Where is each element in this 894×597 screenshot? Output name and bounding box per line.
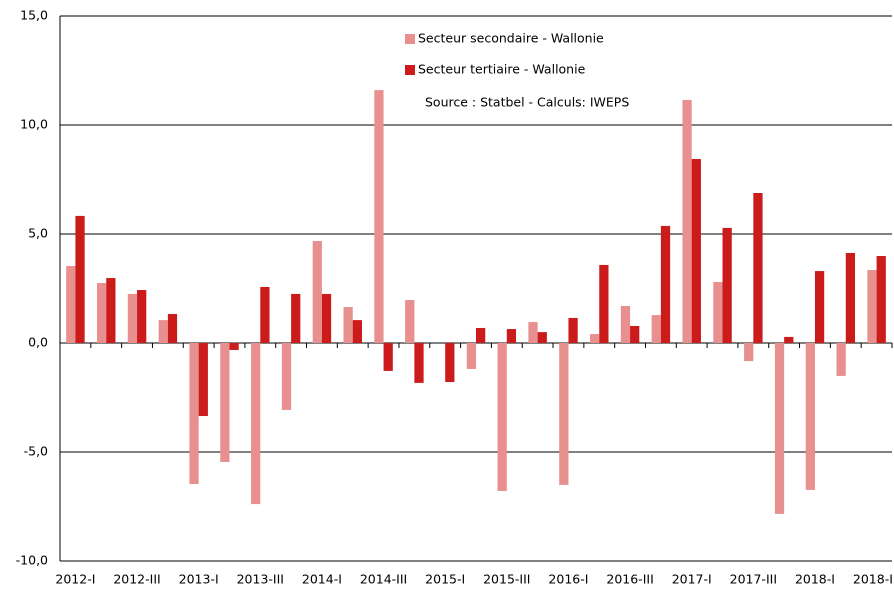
x-tick-label: 2016-I bbox=[548, 572, 588, 587]
bar bbox=[96, 283, 107, 343]
x-tick-label: 2015-I bbox=[425, 572, 465, 587]
bar bbox=[445, 343, 455, 383]
bar bbox=[198, 343, 208, 417]
x-tick-label: 2014-I bbox=[302, 572, 342, 587]
bar bbox=[167, 314, 178, 343]
bar bbox=[691, 159, 701, 343]
legend-label: Secteur secondaire - Wallonie bbox=[418, 31, 604, 46]
x-tick-label: 2012-I bbox=[55, 572, 95, 587]
bar bbox=[744, 343, 754, 362]
bar bbox=[312, 240, 322, 343]
legend-label: Secteur tertiaire - Wallonie bbox=[418, 62, 586, 77]
bar bbox=[497, 343, 507, 492]
bar bbox=[321, 293, 332, 343]
bar bbox=[75, 215, 85, 343]
bar bbox=[291, 293, 301, 343]
bar bbox=[620, 305, 631, 343]
y-tick-label: 10,0 bbox=[20, 117, 48, 132]
bar bbox=[559, 343, 569, 485]
x-tick-label: 2017-I bbox=[672, 572, 712, 587]
bar bbox=[568, 317, 578, 343]
bar bbox=[528, 322, 538, 343]
x-tick-label: 2014-III bbox=[360, 572, 407, 587]
bar bbox=[805, 343, 815, 490]
bar bbox=[836, 343, 846, 376]
bar bbox=[127, 293, 138, 343]
bar bbox=[229, 343, 239, 350]
bar bbox=[599, 264, 609, 343]
bar bbox=[814, 271, 825, 343]
legend-swatch bbox=[405, 65, 415, 75]
bar bbox=[722, 227, 732, 343]
bar bbox=[383, 343, 393, 371]
bar bbox=[405, 300, 415, 343]
bar bbox=[753, 193, 763, 343]
bar bbox=[414, 343, 424, 383]
x-tick-label: 2012-III bbox=[113, 572, 160, 587]
x-tick-label: 2015-III bbox=[483, 572, 530, 587]
bar bbox=[260, 286, 270, 343]
annotation: Source : Statbel - Calculs: IWEPS bbox=[425, 95, 629, 110]
bar bbox=[281, 343, 292, 410]
bar bbox=[343, 307, 353, 343]
bar bbox=[774, 343, 785, 514]
bar bbox=[220, 343, 230, 463]
bar bbox=[713, 281, 723, 343]
bar bbox=[784, 336, 794, 343]
bar bbox=[845, 252, 856, 343]
x-tick-label: 2018-I bbox=[795, 572, 835, 587]
bar bbox=[537, 332, 547, 343]
bar bbox=[66, 266, 76, 343]
bar bbox=[682, 99, 692, 344]
bar bbox=[651, 315, 661, 343]
bar bbox=[189, 343, 199, 485]
y-tick-label: 5,0 bbox=[28, 226, 48, 241]
x-tick-label: 2018-III bbox=[853, 572, 894, 587]
x-tick-label: 2013-I bbox=[179, 572, 219, 587]
x-tick-label: 2017-III bbox=[730, 572, 777, 587]
bar bbox=[374, 90, 384, 344]
y-tick-label: -10,0 bbox=[16, 553, 48, 568]
bar bbox=[876, 256, 886, 343]
bar bbox=[867, 269, 877, 343]
y-tick-label: 15,0 bbox=[20, 8, 48, 23]
bar bbox=[630, 325, 640, 343]
bar bbox=[158, 320, 168, 343]
bar bbox=[476, 327, 486, 343]
bar bbox=[251, 343, 261, 505]
legend-swatch bbox=[405, 34, 415, 44]
x-tick-label: 2016-III bbox=[606, 572, 653, 587]
y-tick-label: 0,0 bbox=[28, 335, 48, 350]
bar bbox=[137, 290, 147, 343]
bar bbox=[466, 343, 476, 369]
x-tick-label: 2013-III bbox=[237, 572, 284, 587]
bar bbox=[590, 334, 600, 343]
bar bbox=[352, 320, 362, 343]
y-tick-label: -5,0 bbox=[24, 444, 48, 459]
bar bbox=[106, 278, 116, 343]
bar bbox=[506, 329, 517, 343]
bar bbox=[660, 225, 671, 343]
